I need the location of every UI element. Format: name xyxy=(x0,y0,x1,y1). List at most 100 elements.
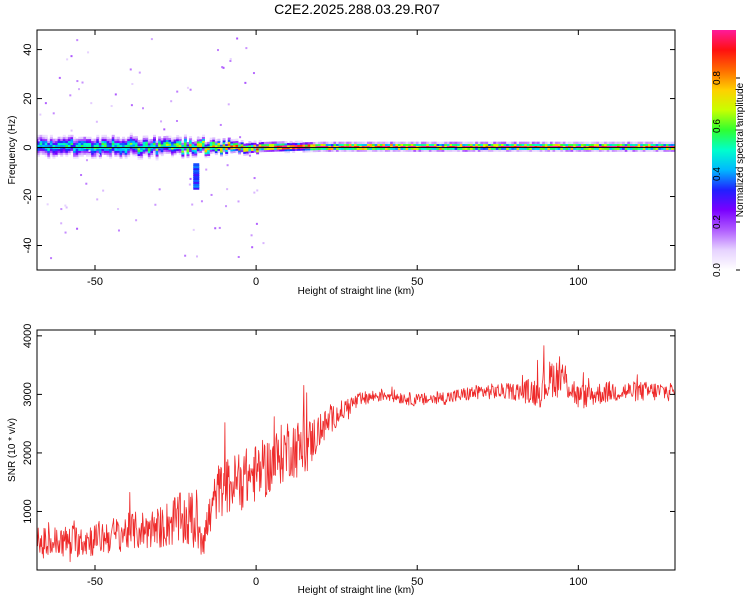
heatmap-cell xyxy=(516,143,520,146)
heatmap-cell xyxy=(127,138,131,142)
heatmap-cell xyxy=(194,145,198,148)
heatmap-cell xyxy=(591,147,595,150)
heatmap-cell xyxy=(132,154,136,157)
heatmap-cell xyxy=(62,140,66,144)
heatmap-speckle xyxy=(255,222,258,225)
heatmap-cell xyxy=(315,147,319,151)
heatmap-cell xyxy=(88,140,92,144)
heatmap-cell xyxy=(668,147,672,150)
heatmap-cell xyxy=(635,141,639,145)
heatmap-cell xyxy=(119,154,123,157)
heatmap-cell xyxy=(495,145,499,148)
heatmap-cell xyxy=(415,145,419,148)
heatmap-cell xyxy=(230,147,234,150)
heatmap-cell xyxy=(506,141,510,145)
heatmap-cell xyxy=(400,147,404,150)
heatmap-cell xyxy=(441,143,445,146)
heatmap-cell xyxy=(70,148,74,151)
heatmap-cell xyxy=(354,143,358,146)
heatmap-cell xyxy=(637,149,641,152)
heatmap-cell xyxy=(116,136,120,140)
heatmap-cell xyxy=(498,147,502,150)
heatmap-cell xyxy=(299,142,303,145)
heatmap-cell xyxy=(142,153,146,156)
heatmap-cell xyxy=(544,145,548,148)
heatmap-cell xyxy=(632,143,636,146)
heatmap-cell xyxy=(480,143,484,146)
heatmap-cell xyxy=(653,149,657,152)
heatmap-cell xyxy=(405,143,409,146)
heatmap-cell xyxy=(294,144,298,147)
heatmap-cell xyxy=(60,138,64,142)
heatmap-cell xyxy=(65,152,69,155)
heatmap-cell xyxy=(534,145,538,148)
heatmap-cell xyxy=(364,147,368,150)
heatmap-cell xyxy=(73,148,77,151)
heatmap-cell xyxy=(472,143,476,146)
heatmap-cell xyxy=(555,141,559,145)
heatmap-cell xyxy=(243,147,247,150)
heatmap-cell xyxy=(622,147,626,150)
heatmap-speckle xyxy=(80,174,83,177)
heatmap-cell xyxy=(379,147,383,150)
heatmap-cell xyxy=(645,141,649,145)
heatmap-cell xyxy=(106,140,110,144)
heatmap-cell xyxy=(470,145,474,148)
heatmap-cell xyxy=(629,145,633,148)
heatmap-cell xyxy=(155,140,159,143)
heatmap-cell xyxy=(243,151,247,154)
heatmap-cell xyxy=(207,147,211,151)
heatmap-cell xyxy=(165,141,169,145)
heatmap-cell xyxy=(482,149,486,152)
heatmap-cell xyxy=(467,149,471,152)
heatmap-speckle xyxy=(52,112,55,115)
heatmap-cell xyxy=(37,144,40,147)
heatmap-cell xyxy=(642,147,646,150)
heatmap-cell xyxy=(217,150,221,153)
heatmap-cell xyxy=(470,141,474,145)
heatmap-cell xyxy=(336,141,339,145)
heatmap-cell xyxy=(199,148,203,151)
heatmap-cell xyxy=(142,137,146,140)
heatmap-cell xyxy=(140,157,144,160)
heatmap-cell xyxy=(668,149,672,152)
heatmap-cell xyxy=(454,149,458,152)
heatmap-cell xyxy=(658,141,662,145)
heatmap-cell xyxy=(366,147,370,150)
heatmap-cell xyxy=(137,157,141,160)
heatmap-cell xyxy=(67,142,71,146)
heatmap-cell xyxy=(134,147,138,151)
heatmap-cell xyxy=(289,148,293,152)
heatmap-cell xyxy=(199,140,203,144)
heatmap-cell xyxy=(328,147,332,150)
heatmap-cell xyxy=(513,147,517,150)
heatmap-cell xyxy=(134,136,138,139)
heatmap-dip-cell xyxy=(193,167,200,171)
heatmap-cell xyxy=(165,149,169,152)
heatmap-cell xyxy=(60,154,64,157)
heatmap-cell xyxy=(622,149,626,152)
heatmap-cell xyxy=(83,142,87,146)
heatmap-cell xyxy=(73,144,77,147)
heatmap-cell xyxy=(614,149,618,152)
heatmap-cell xyxy=(230,145,234,148)
heatmap-cell xyxy=(227,137,231,140)
heatmap-cell xyxy=(104,142,107,146)
heatmap-cell xyxy=(88,136,92,140)
heatmap-cell xyxy=(111,144,115,147)
heatmap-cell xyxy=(560,147,564,150)
heatmap-cell xyxy=(168,151,172,154)
heatmap-cell xyxy=(547,145,551,148)
heatmap-cell xyxy=(106,136,110,140)
heatmap-cell xyxy=(204,150,208,153)
heatmap-cell xyxy=(96,154,100,157)
heatmap-cell xyxy=(374,147,378,150)
heatmap-cell xyxy=(104,136,107,140)
heatmap-speckle xyxy=(85,182,88,185)
heatmap-cell xyxy=(204,148,208,151)
heatmap-cell xyxy=(104,152,107,155)
heatmap-cell xyxy=(73,150,77,153)
heatmap-cell xyxy=(101,150,105,153)
heatmap-cell xyxy=(606,145,610,148)
